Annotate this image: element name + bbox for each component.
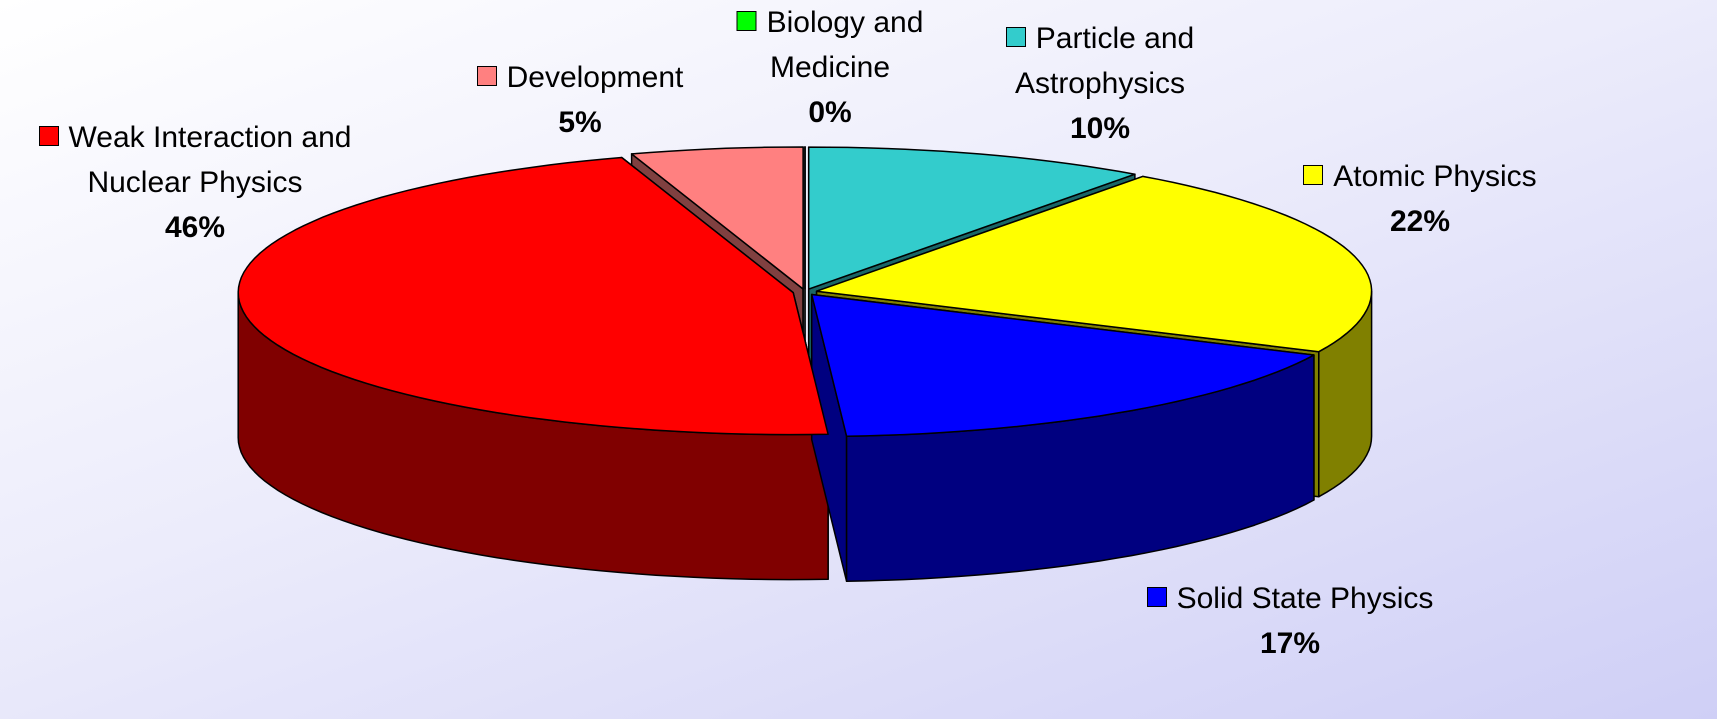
legend-swatch [1005, 27, 1026, 47]
slice [630, 146, 804, 290]
category-label: Particle and Astrophysics [1014, 22, 1195, 100]
legend-swatch [736, 11, 757, 31]
percent-label: 5% [558, 106, 602, 139]
data-label: Particle and Astrophysics 10% [975, 16, 1225, 151]
legend-swatch [1303, 165, 1324, 185]
category-label: Solid State Physics [1176, 582, 1434, 615]
percent-label: 0% [808, 96, 852, 129]
percent-label: 17% [1259, 627, 1321, 660]
slice [807, 146, 1136, 290]
percent-label: 10% [1069, 112, 1131, 145]
data-label: Development 5% [430, 55, 730, 145]
data-label: Solid State Physics 17% [1100, 576, 1480, 666]
legend-swatch [38, 126, 59, 146]
legend-swatch [476, 66, 497, 86]
percent-label: 22% [1389, 205, 1451, 238]
legend-swatch [1146, 587, 1167, 607]
slice [237, 156, 829, 436]
data-label: Biology and Medicine 0% [713, 0, 948, 135]
category-label: Atomic Physics [1333, 160, 1537, 193]
legend-entry: Weak Interaction and Nuclear Physics [10, 115, 380, 205]
legend-entry: Solid State Physics [1100, 576, 1480, 621]
category-label: Biology and Medicine [766, 6, 924, 84]
data-label: Atomic Physics 22% [1260, 154, 1580, 244]
legend-entry: Atomic Physics [1260, 154, 1580, 199]
legend-entry: Development [430, 55, 730, 100]
data-label: Weak Interaction and Nuclear Physics 46% [10, 115, 380, 250]
percent-label: 46% [164, 211, 226, 244]
legend-entry: Particle and Astrophysics [975, 16, 1225, 106]
category-label: Development [506, 61, 684, 94]
slice [815, 175, 1373, 353]
category-label: Weak Interaction and Nuclear Physics [68, 121, 352, 199]
legend-entry: Biology and Medicine [713, 0, 948, 90]
slice [810, 293, 1315, 438]
